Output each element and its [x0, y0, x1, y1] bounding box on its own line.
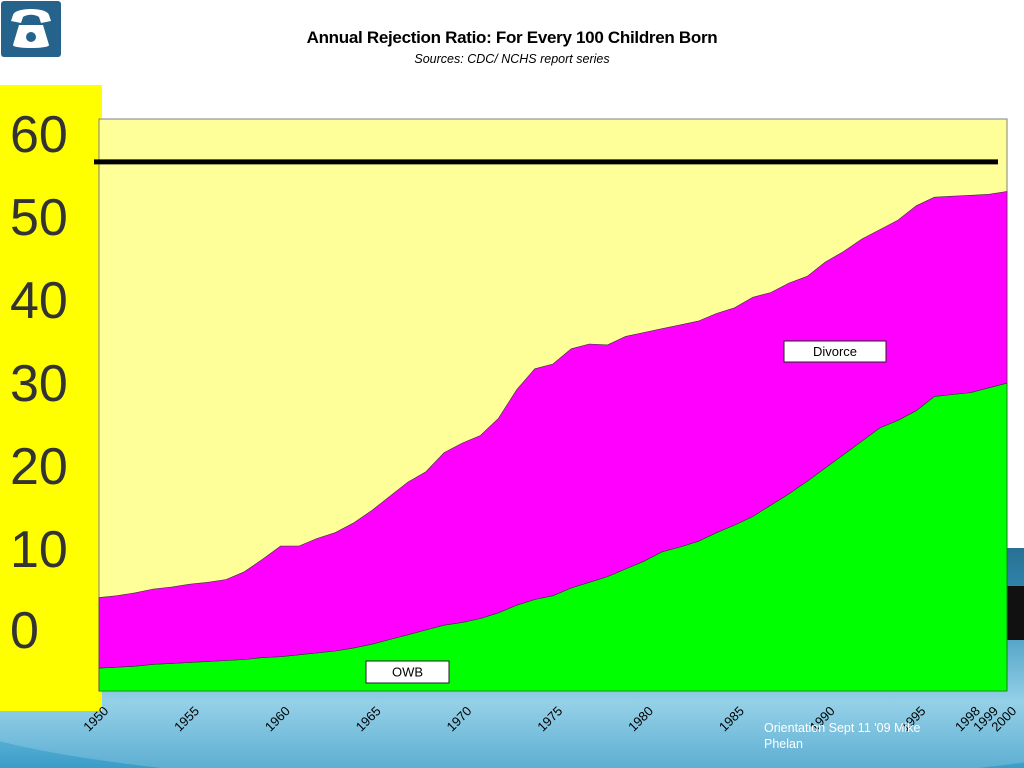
series-label: OWB	[392, 665, 423, 680]
y-tick-label: 30	[10, 355, 68, 413]
y-tick-label: 0	[10, 602, 39, 660]
y-tick-label: 20	[10, 438, 68, 496]
y-axis-band: 60 50 40 30 20 10 0	[0, 85, 102, 711]
series-label-box	[365, 660, 450, 684]
y-tick-label: 60	[10, 106, 68, 164]
series-label: Divorce	[813, 344, 857, 359]
x-tick-label: 1985	[716, 703, 747, 734]
telephone-logo-icon	[1, 1, 61, 57]
x-tick-label: 1960	[262, 703, 293, 734]
x-tick-label: 1975	[534, 703, 565, 734]
y-tick-label: 50	[10, 189, 68, 247]
chart-title: Annual Rejection Ratio: For Every 100 Ch…	[306, 28, 718, 47]
x-tick-label: 1970	[443, 703, 474, 734]
x-tick-label: 1965	[353, 703, 384, 734]
series-label-box	[783, 340, 887, 363]
series-area-divorce	[98, 191, 1008, 669]
x-tick-label: 1950	[80, 703, 111, 734]
y-tick-label: 40	[10, 272, 68, 330]
footer-text: Orientation Sept 11 '09 Mike Phelan	[764, 721, 921, 751]
x-tick-label: 1955	[171, 703, 202, 734]
x-tick-label: 1980	[625, 703, 656, 734]
chart-subtitle: Sources: CDC/ NCHS report series	[414, 52, 610, 66]
decor-block	[1006, 586, 1024, 640]
y-tick-label: 10	[10, 521, 68, 579]
